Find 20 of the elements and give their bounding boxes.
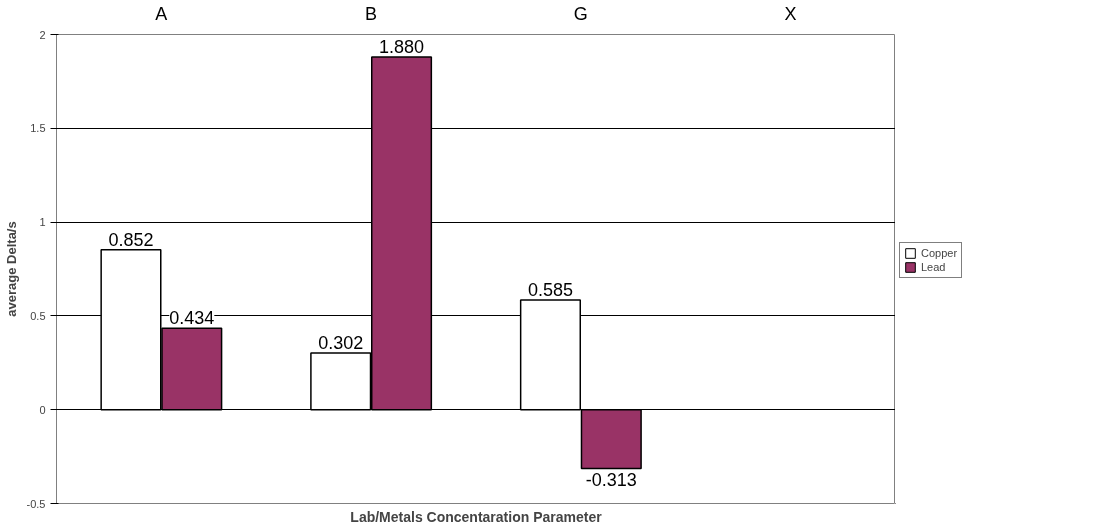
x-axis-title: Lab/Metals Concentaration Parameter [350,508,603,525]
y-tick-label: 1 [39,216,46,229]
y-axis-title: average Delta/s [3,221,19,317]
x-tick-label: G [573,3,588,24]
y-tick-label: 0 [39,403,46,416]
y-tick-label: 1.5 [30,122,46,135]
data-label: 0.434 [169,308,215,329]
x-tick-label: B [365,3,378,24]
data-label: 0.852 [108,229,154,250]
data-label: -0.313 [585,470,637,491]
y-tick-label: -0.5 [26,497,46,510]
data-label: 1.880 [379,37,425,58]
data-label: 0.302 [318,333,364,354]
x-tick-label: A [155,3,168,24]
y-tick-label: 0.5 [30,309,46,322]
x-tick-label: X [784,3,797,24]
legend-label: Copper [921,247,958,259]
legend-label: Lead [921,261,946,273]
data-label: 0.585 [527,279,573,300]
y-tick-label: 2 [39,28,46,41]
